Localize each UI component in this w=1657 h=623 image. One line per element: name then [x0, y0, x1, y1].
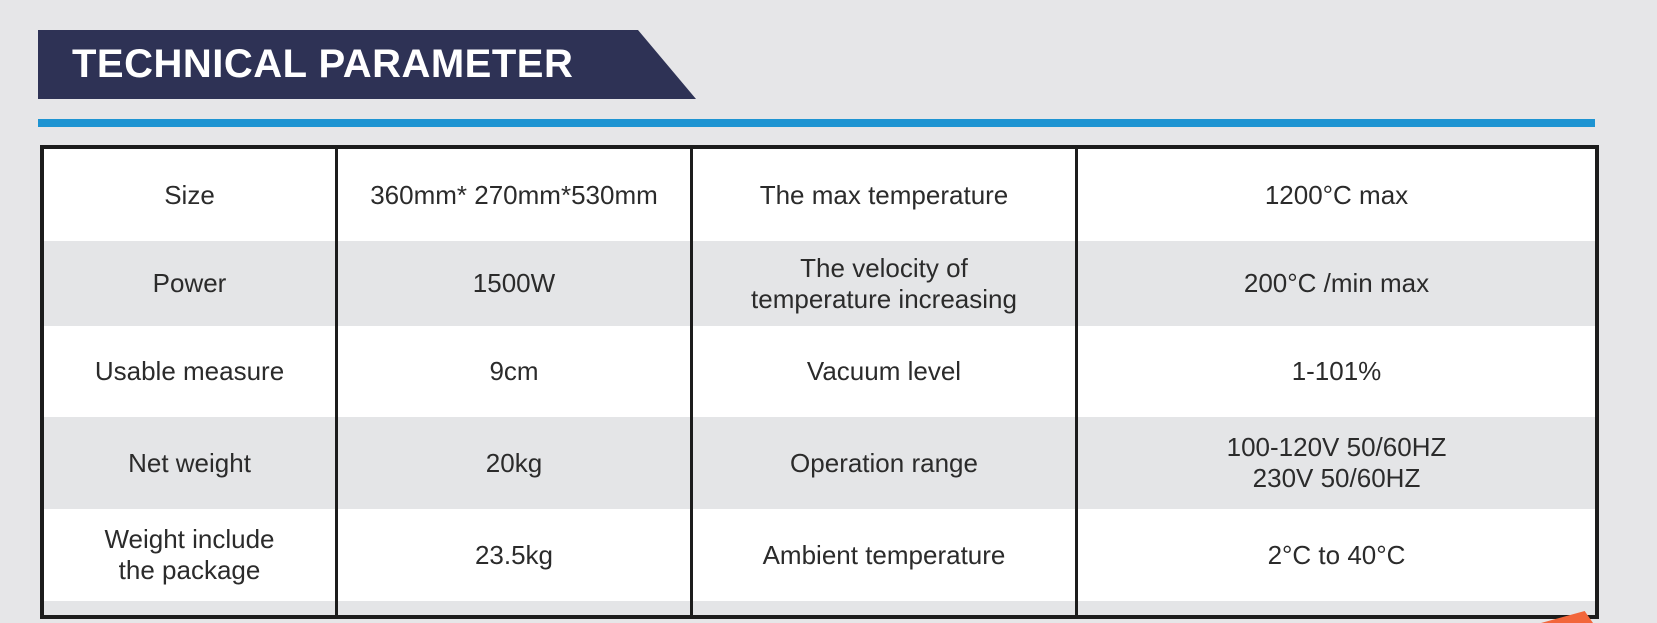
accent-underline	[38, 119, 1595, 127]
param-cell: The max temperature	[690, 149, 1075, 241]
param-cell: Size	[164, 179, 215, 210]
value-cell: 1200°C max	[1075, 149, 1595, 241]
table-row: Size 360mm* 270mm*530mm The max temperat…	[44, 149, 1595, 241]
param-cell: Power	[152, 268, 227, 299]
table-row: Power 1500W The velocity of temperature …	[44, 241, 1595, 326]
param-cell: The velocity of temperature increasing	[690, 241, 1075, 326]
param-cell	[44, 601, 335, 615]
table-row: Weight include the package 23.5kg Ambien…	[44, 509, 1595, 601]
param-cell: Ambient temperature	[690, 509, 1075, 601]
table-row-partial	[44, 601, 1595, 615]
value-cell	[1075, 601, 1595, 615]
table-row: Usable measure 9cm Vacuum level 1-101%	[44, 326, 1595, 417]
param-cell: Weight include the package	[104, 524, 275, 585]
spec-table: Size 360mm* 270mm*530mm The max temperat…	[40, 145, 1599, 619]
value-cell: 1500W	[335, 241, 690, 326]
value-cell: 9cm	[335, 326, 690, 417]
table-row: Net weight 20kg Operation range 100-120V…	[44, 417, 1595, 509]
value-cell: 360mm* 270mm*530mm	[335, 149, 690, 241]
page-title: TECHNICAL PARAMETER	[72, 42, 574, 86]
param-cell: Net weight	[128, 447, 251, 478]
value-cell: 200°C /min max	[1075, 241, 1595, 326]
param-cell: Vacuum level	[690, 326, 1075, 417]
value-cell: 1-101%	[1075, 326, 1595, 417]
value-cell: 100-120V 50/60HZ 230V 50/60HZ	[1075, 417, 1595, 509]
title-banner: TECHNICAL PARAMETER	[38, 30, 696, 99]
value-cell: 23.5kg	[335, 509, 690, 601]
param-cell	[690, 601, 1075, 615]
param-cell: Usable measure	[94, 356, 285, 387]
value-cell: 20kg	[335, 417, 690, 509]
value-cell	[335, 601, 690, 615]
value-cell: 2°C to 40°C	[1075, 509, 1595, 601]
param-cell: Operation range	[690, 417, 1075, 509]
